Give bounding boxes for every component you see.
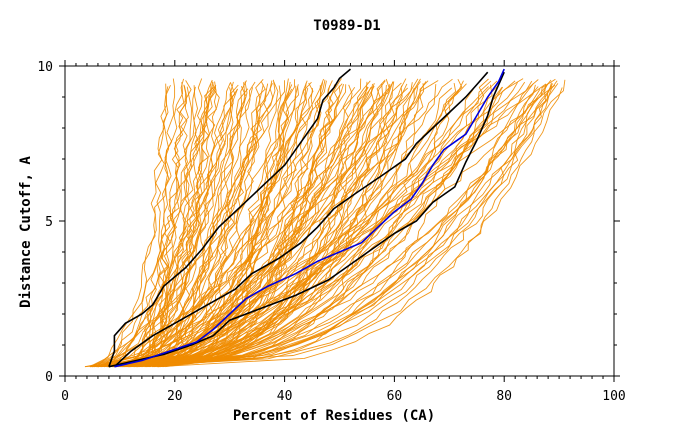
chart-title: T0989-D1 [313, 18, 380, 34]
background-curve [106, 80, 492, 368]
background-curve [156, 82, 552, 368]
reference-curve-2 [108, 71, 505, 368]
background-curve [100, 80, 439, 368]
background-curve [107, 83, 373, 368]
background-curve [133, 82, 236, 367]
background-curve [128, 83, 269, 368]
x-tick-label: 20 [167, 389, 183, 404]
axis-ticks: 0 20 40 60 80 100 0 5 10 [37, 60, 626, 404]
background-curve [126, 81, 279, 368]
background-curve [148, 78, 203, 368]
background-curve [93, 87, 233, 368]
background-curve [132, 82, 231, 368]
background-curve [106, 81, 256, 368]
reference-curve-1 [113, 71, 489, 368]
background-curve [124, 84, 353, 368]
background-curve [133, 85, 375, 368]
background-curve [129, 86, 196, 368]
background-curve [117, 83, 457, 368]
y-axis-label: Distance Cutoff, A [18, 156, 34, 308]
background-curve [136, 81, 421, 368]
background-curve [136, 83, 425, 368]
background-curve [135, 78, 325, 368]
background-curve [127, 86, 299, 368]
background-curve [158, 83, 553, 368]
background-curve [106, 81, 266, 368]
background-curve [115, 84, 187, 368]
background-curve [159, 81, 526, 368]
background-curve [153, 87, 220, 368]
background-curve [149, 84, 299, 368]
plot-area [84, 68, 566, 368]
background-curve [128, 79, 566, 368]
background-curve [127, 86, 489, 368]
background-curve [89, 86, 215, 368]
background-curve [112, 83, 167, 368]
x-tick-label: 60 [387, 389, 403, 404]
background-curve [121, 80, 558, 368]
background-curve [140, 86, 169, 367]
x-tick-label: 0 [61, 389, 69, 404]
background-curve [91, 81, 234, 368]
background-curve [113, 84, 547, 368]
background-curve [158, 85, 172, 367]
background-curve [91, 87, 415, 368]
background-curve [97, 83, 549, 368]
background-curve [90, 80, 274, 368]
highlight-curve-3 [114, 68, 505, 368]
background-curve [84, 84, 556, 368]
background-curve [96, 80, 192, 368]
background-curve [111, 87, 563, 368]
background-curve [101, 82, 308, 368]
background-curve [103, 78, 390, 368]
y-tick-label: 0 [45, 370, 53, 385]
x-tick-label: 40 [277, 389, 293, 404]
background-curve [154, 80, 516, 368]
background-curve [136, 85, 198, 368]
y-tick-label: 5 [45, 215, 53, 230]
background-curve [129, 85, 334, 368]
x-tick-label: 80 [496, 389, 512, 404]
background-curve [121, 88, 267, 368]
x-tick-label: 100 [602, 389, 625, 404]
background-curve [127, 86, 503, 368]
background-curve [108, 83, 408, 368]
background-curve [100, 85, 553, 368]
reference-curve-0 [108, 68, 352, 367]
background-curve-ensemble [84, 78, 566, 368]
background-curve [154, 80, 371, 368]
background-curve [94, 84, 493, 368]
background-curve [157, 81, 395, 368]
background-curve [103, 82, 413, 368]
background-curve [116, 89, 460, 368]
y-tick-label: 10 [37, 60, 53, 75]
background-curve [120, 89, 541, 368]
x-axis-label: Percent of Residues (CA) [233, 408, 435, 424]
background-curve [140, 86, 369, 368]
background-curve [114, 83, 212, 368]
background-curve [158, 84, 293, 368]
background-curve [148, 79, 276, 368]
background-curve [146, 82, 324, 368]
